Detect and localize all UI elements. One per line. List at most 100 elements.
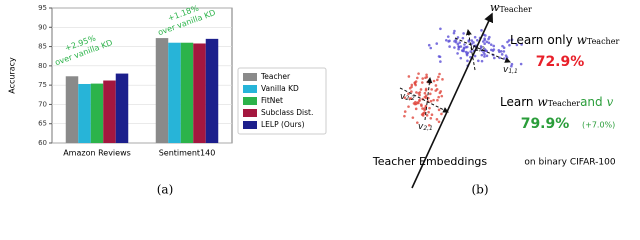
point (440, 94, 444, 98)
w-sub: Teacher (587, 37, 620, 46)
point (407, 75, 411, 78)
point (441, 78, 444, 81)
point (414, 107, 418, 111)
point (436, 78, 439, 82)
point (437, 75, 440, 79)
t: Learn only (510, 33, 573, 47)
point (487, 41, 491, 45)
point (482, 51, 485, 54)
w-label: wTeacher (490, 1, 532, 14)
w-sub: Teacher (548, 99, 581, 108)
bar (90, 83, 104, 143)
point (456, 36, 460, 39)
bar (155, 38, 169, 144)
point (417, 92, 421, 95)
point (502, 50, 506, 53)
point (437, 55, 441, 58)
point (438, 72, 441, 76)
point (453, 29, 456, 33)
v22-axis (399, 87, 449, 113)
v-sub: 2,1 (423, 125, 433, 132)
legend-swatch (243, 85, 257, 93)
y-tick-label: 80 (38, 62, 47, 70)
v: v (503, 65, 509, 75)
point (462, 32, 465, 35)
v21-label: v2,1 (418, 122, 433, 132)
point (485, 54, 489, 58)
bar (180, 42, 194, 143)
w: w (490, 1, 500, 14)
y-tick-label: 70 (38, 100, 47, 108)
point (459, 45, 463, 48)
point (429, 99, 433, 103)
point (456, 42, 460, 46)
point (466, 51, 470, 55)
point (403, 110, 407, 113)
point (452, 31, 456, 35)
point (510, 64, 513, 68)
v: v (470, 43, 476, 53)
point (434, 89, 438, 92)
point (479, 46, 483, 49)
only-label: Learn only wTeacher (510, 33, 619, 47)
point (430, 113, 434, 116)
point (499, 50, 503, 53)
legend-label: Subclass Dist. (261, 108, 313, 117)
point (423, 91, 427, 95)
point (425, 75, 429, 79)
point (461, 49, 465, 53)
point (416, 76, 419, 80)
figure: 60 65 70 75 80 85 90 95 Accuracy Amazon Reviews Se… (8, 1, 620, 197)
point (484, 34, 487, 37)
point (413, 102, 417, 106)
point (473, 35, 477, 39)
point (500, 53, 504, 56)
point (476, 38, 479, 42)
point (489, 43, 493, 46)
point (430, 88, 433, 91)
point (435, 42, 439, 45)
point (457, 47, 460, 51)
point (414, 83, 417, 87)
bar (103, 80, 116, 143)
point (439, 27, 442, 31)
point (413, 81, 417, 85)
point (480, 53, 484, 57)
point (508, 43, 511, 47)
both-label: Learn wTeacherand v (500, 95, 613, 109)
point (463, 43, 466, 46)
legend-label: LELP (Ours) (261, 120, 305, 129)
point (459, 56, 463, 60)
point (419, 88, 423, 91)
footer-left: Teacher Embeddings (372, 155, 488, 168)
point (403, 114, 406, 118)
point (411, 116, 415, 119)
point (462, 46, 466, 50)
point (428, 92, 432, 96)
point (421, 77, 425, 80)
point (427, 123, 431, 127)
v-sub: 1,1 (508, 68, 518, 75)
bar (115, 73, 129, 143)
point (507, 39, 511, 42)
point (427, 110, 430, 114)
point (492, 56, 496, 60)
v-sub: 2,2 (405, 95, 415, 102)
point (424, 88, 428, 92)
legend-label: FitNet (261, 96, 283, 105)
point (520, 43, 523, 46)
only-score: 72.9% (536, 54, 585, 70)
point (447, 40, 450, 43)
v21-axis (424, 77, 433, 121)
point (454, 40, 458, 44)
legend-label: Teacher (260, 72, 291, 81)
bar (205, 38, 219, 143)
and: and (580, 95, 603, 109)
y-tick-label: 75 (38, 81, 47, 89)
legend-swatch (243, 73, 257, 81)
w-sub: Teacher (499, 5, 532, 14)
embedding-points (403, 27, 523, 127)
point (417, 101, 420, 105)
v12-axis (465, 29, 476, 71)
point (502, 46, 506, 49)
